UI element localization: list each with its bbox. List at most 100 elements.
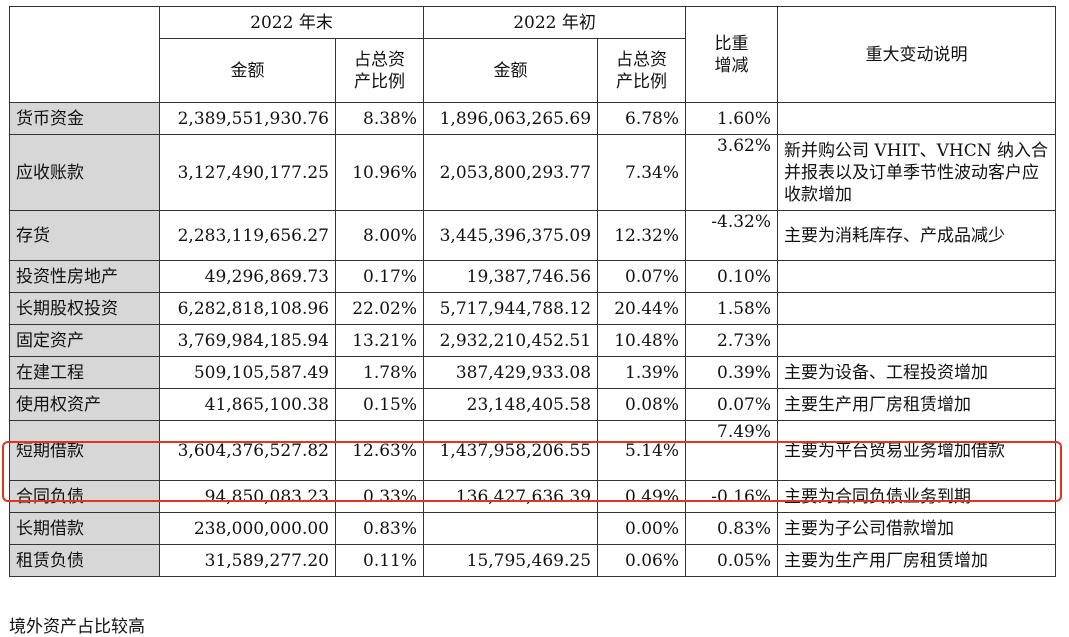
row-item-label: 应收账款 [9,134,160,211]
note-cell: 主要为设备、工程投资增加 [777,356,1057,389]
row-item-label: 投资性房地产 [9,260,160,293]
end-amount-cell: 2,283,119,656.27 [159,210,336,261]
row-item-label: 固定资产 [9,324,160,357]
note-cell [777,260,1057,293]
end-ratio-cell: 8.00% [334,210,425,261]
begin-ratio-cell: 0.49% [597,480,687,513]
row-item-label: 在建工程 [9,356,160,389]
table-row: 短期借款 3,604,376,527.82 12.63% 1,437,958,206.… [9,420,1057,481]
end-ratio-cell: 0.33% [334,480,425,513]
end-amount-cell: 41,865,100.38 [159,388,336,421]
change-cell: 3.62% [685,134,779,211]
begin-ratio-cell: 10.48% [597,324,687,357]
begin-amount-cell: 5,717,944,788.12 [423,292,599,325]
end-amount-cell: 2,389,551,930.76 [159,102,336,135]
end-ratio-cell: 0.17% [334,260,425,293]
end-ratio-cell: 0.15% [334,388,425,421]
change-cell: -4.32% [685,210,779,261]
table-row: 货币资金 2,389,551,930.76 8.38% 1,896,063,265.6… [9,102,1057,135]
header-ratio-end: 占总资产比例 [334,38,425,103]
table-row: 合同负债 94,850,083.23 0.33% 136,427,636.39 0.49… [9,480,1057,513]
note-cell: 主要为消耗库存、产成品减少 [777,210,1057,261]
note-cell: 主要为生产用厂房租赁增加 [777,544,1057,577]
row-item-label: 存货 [9,210,160,261]
end-amount-cell: 49,296,869.73 [159,260,336,293]
end-ratio-cell: 22.02% [334,292,425,325]
change-cell: 2.73% [685,324,779,357]
end-ratio-cell: 0.83% [334,512,425,545]
change-cell: 7.49% [685,420,779,481]
end-amount-cell: 94,850,083.23 [159,480,336,513]
change-cell: 1.60% [685,102,779,135]
row-item-label: 货币资金 [9,102,160,135]
table-row: 固定资产 3,769,984,185.94 13.21% 2,932,210,452.… [9,324,1057,357]
header-ratio-begin: 占总资产比例 [597,38,687,103]
table-row: 投资性房地产 49,296,869.73 0.17% 19,387,746.56 0.0… [9,260,1057,293]
header-amount-end: 金额 [159,38,336,103]
end-ratio-cell: 8.38% [334,102,425,135]
begin-amount-cell: 23,148,405.58 [423,388,599,421]
note-cell: 主要为子公司借款增加 [777,512,1057,545]
balance-sheet-table: 2022 年末 2022 年初 比重增减 重大变动说明 金额 占总资产比例 金额… [9,6,1057,577]
table-row: 在建工程 509,105,587.49 1.78% 387,429,933.08 1.3… [9,356,1057,389]
change-cell: 0.07% [685,388,779,421]
begin-ratio-cell: 0.07% [597,260,687,293]
table-row: 长期股权投资 6,282,818,108.96 22.02% 5,717,944,78… [9,292,1057,325]
begin-amount-cell: 1,896,063,265.69 [423,102,599,135]
end-ratio-cell: 1.78% [334,356,425,389]
begin-amount-cell: 2,932,210,452.51 [423,324,599,357]
table-row: 长期借款 238,000,000.00 0.83% 0.00% 0.83% 主要为子公司借… [9,512,1057,545]
begin-ratio-cell: 0.06% [597,544,687,577]
begin-amount-cell: 387,429,933.08 [423,356,599,389]
begin-ratio-cell: 12.32% [597,210,687,261]
begin-amount-cell: 3,445,396,375.09 [423,210,599,261]
row-item-label: 长期股权投资 [9,292,160,325]
end-ratio-cell: 12.63% [334,420,425,481]
begin-amount-cell: 136,427,636.39 [423,480,599,513]
note-cell [777,324,1057,357]
begin-ratio-cell: 5.14% [597,420,687,481]
header-blank [9,6,160,103]
end-amount-cell: 3,604,376,527.82 [159,420,336,481]
table-row: 使用权资产 41,865,100.38 0.15% 23,148,405.58 0.08… [9,388,1057,421]
note-cell: 主要为平台贸易业务增加借款 [777,420,1057,481]
begin-ratio-cell: 6.78% [597,102,687,135]
change-cell: 0.05% [685,544,779,577]
end-amount-cell: 509,105,587.49 [159,356,336,389]
header-explanation: 重大变动说明 [777,6,1057,103]
begin-ratio-cell: 0.08% [597,388,687,421]
change-cell: 0.83% [685,512,779,545]
begin-amount-cell [423,512,599,545]
end-amount-cell: 3,127,490,177.25 [159,134,336,211]
change-cell: 1.58% [685,292,779,325]
end-ratio-cell: 0.11% [334,544,425,577]
header-end-2022: 2022 年末 [158,6,425,39]
begin-ratio-cell: 0.00% [597,512,687,545]
begin-amount-cell: 1,437,958,206.55 [423,420,599,481]
header-change: 比重增减 [685,6,779,103]
row-item-label: 长期借款 [9,512,160,545]
end-ratio-cell: 13.21% [334,324,425,357]
header-amount-begin: 金额 [423,38,599,103]
table-row: 应收账款 3,127,490,177.25 10.96% 2,053,800,293.… [9,134,1057,211]
row-item-label: 短期借款 [9,420,160,481]
row-item-label: 使用权资产 [9,388,160,421]
begin-amount-cell: 2,053,800,293.77 [423,134,599,211]
footer-text: 境外资产占比较高 [9,617,145,637]
note-cell: 主要生产用厂房租赁增加 [777,388,1057,421]
header-begin-2022: 2022 年初 [423,6,687,39]
table-row: 租赁负债 31,589,277.20 0.11% 15,795,469.25 0.06%… [9,544,1057,577]
note-cell [777,292,1057,325]
begin-ratio-cell: 7.34% [597,134,687,211]
begin-ratio-cell: 1.39% [597,356,687,389]
note-cell: 主要为合同负债业务到期 [777,480,1057,513]
end-ratio-cell: 10.96% [334,134,425,211]
end-amount-cell: 3,769,984,185.94 [159,324,336,357]
end-amount-cell: 6,282,818,108.96 [159,292,336,325]
row-item-label: 合同负债 [9,480,160,513]
end-amount-cell: 238,000,000.00 [159,512,336,545]
change-cell: 0.39% [685,356,779,389]
begin-amount-cell: 19,387,746.56 [423,260,599,293]
begin-amount-cell: 15,795,469.25 [423,544,599,577]
end-amount-cell: 31,589,277.20 [159,544,336,577]
